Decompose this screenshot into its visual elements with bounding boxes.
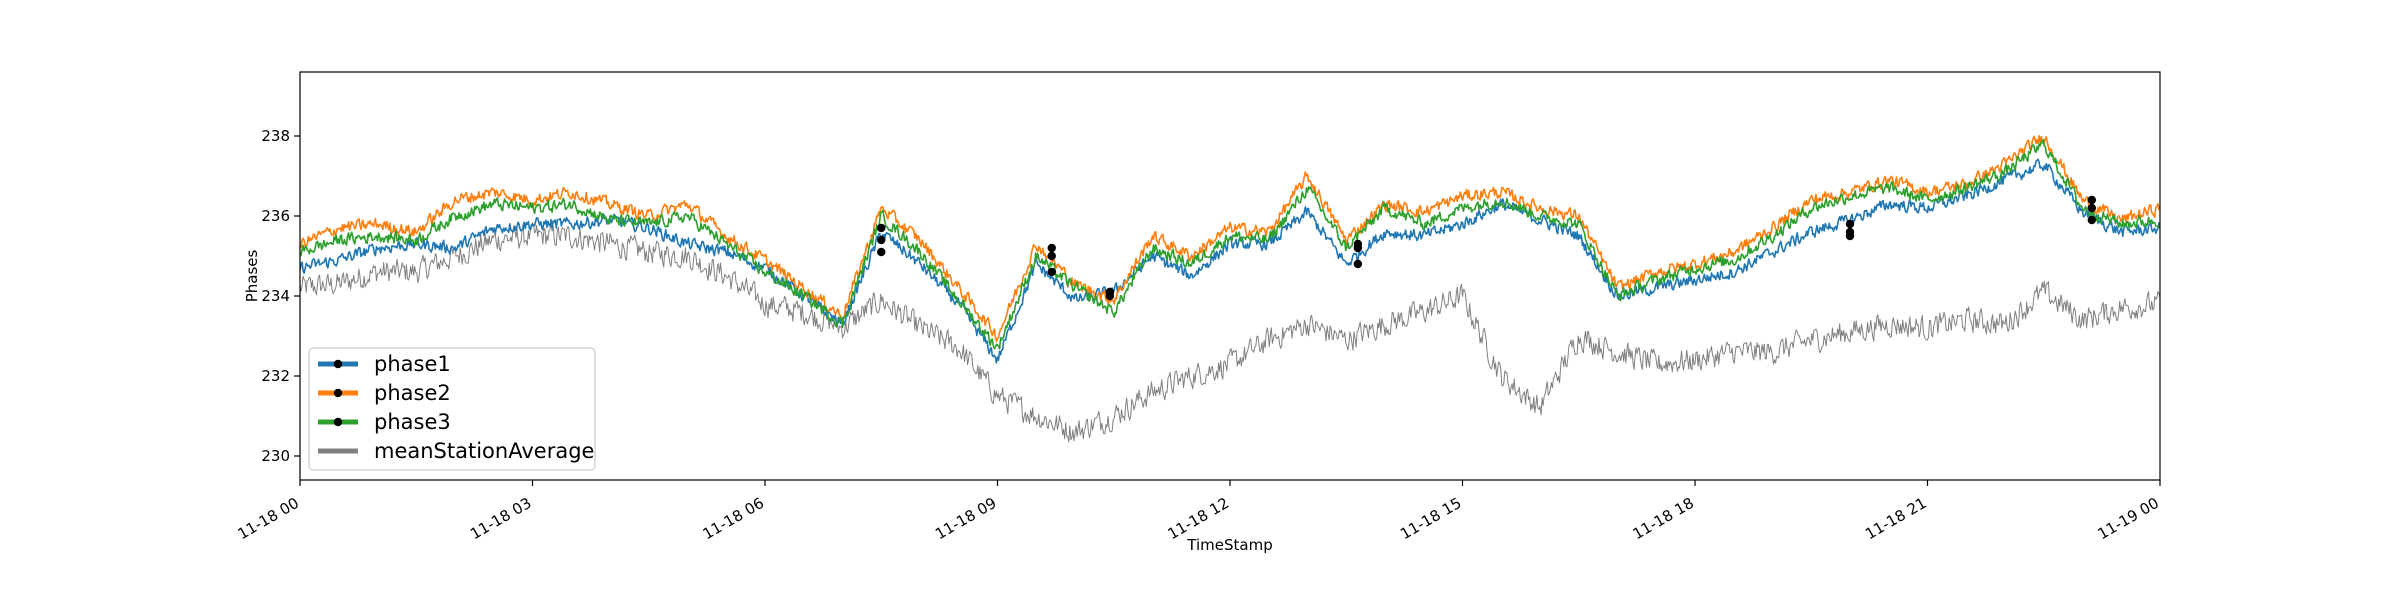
series-line-meanStationAverage xyxy=(300,221,2160,443)
marker-phase1-1 xyxy=(1047,267,1056,277)
marker-phase2-1 xyxy=(1047,243,1056,253)
marker-phase1-5 xyxy=(2087,215,2096,225)
legend-label-meanStationAverage: meanStationAverage xyxy=(374,439,594,463)
y-tick-label: 230 xyxy=(261,447,290,465)
marker-layer xyxy=(877,195,2096,301)
y-tick-label: 238 xyxy=(261,127,290,145)
series-line-phase3 xyxy=(300,138,2160,350)
legend: phase1 phase2 phase3 meanStationAverage xyxy=(308,347,596,471)
marker-phase2-4 xyxy=(1845,219,1855,229)
marker-phase2-5 xyxy=(2087,195,2096,205)
y-axis-title: Phases xyxy=(243,250,261,303)
y-tick-label: 232 xyxy=(261,367,290,385)
marker-phase3-3 xyxy=(1353,243,1363,253)
marker-phase2-0 xyxy=(877,223,886,233)
marker-phase3-5 xyxy=(2087,203,2096,213)
legend-marker-phase2 xyxy=(333,388,343,398)
x-axis-title: TimeStamp xyxy=(1186,536,1272,554)
marker-phase1-0 xyxy=(877,247,886,257)
marker-phase3-2 xyxy=(1105,291,1115,301)
marker-phase3-0 xyxy=(877,235,886,245)
y-tick-label: 234 xyxy=(261,287,290,305)
legend-box xyxy=(308,347,596,471)
legend-label-phase1: phase1 xyxy=(374,352,451,376)
y-axis: 230 232 234 236 238 xyxy=(261,127,300,465)
marker-phase3-1 xyxy=(1047,251,1056,261)
y-tick-label: 236 xyxy=(261,207,290,225)
legend-label-phase3: phase3 xyxy=(374,410,451,434)
series-layer xyxy=(300,135,2160,443)
legend-label-phase2: phase2 xyxy=(374,381,451,405)
legend-marker-phase3 xyxy=(333,417,343,427)
legend-marker-phase1 xyxy=(333,359,343,369)
marker-phase1-3 xyxy=(1353,259,1363,269)
series-line-phase2 xyxy=(300,135,2160,343)
marker-phase3-4 xyxy=(1845,227,1855,237)
